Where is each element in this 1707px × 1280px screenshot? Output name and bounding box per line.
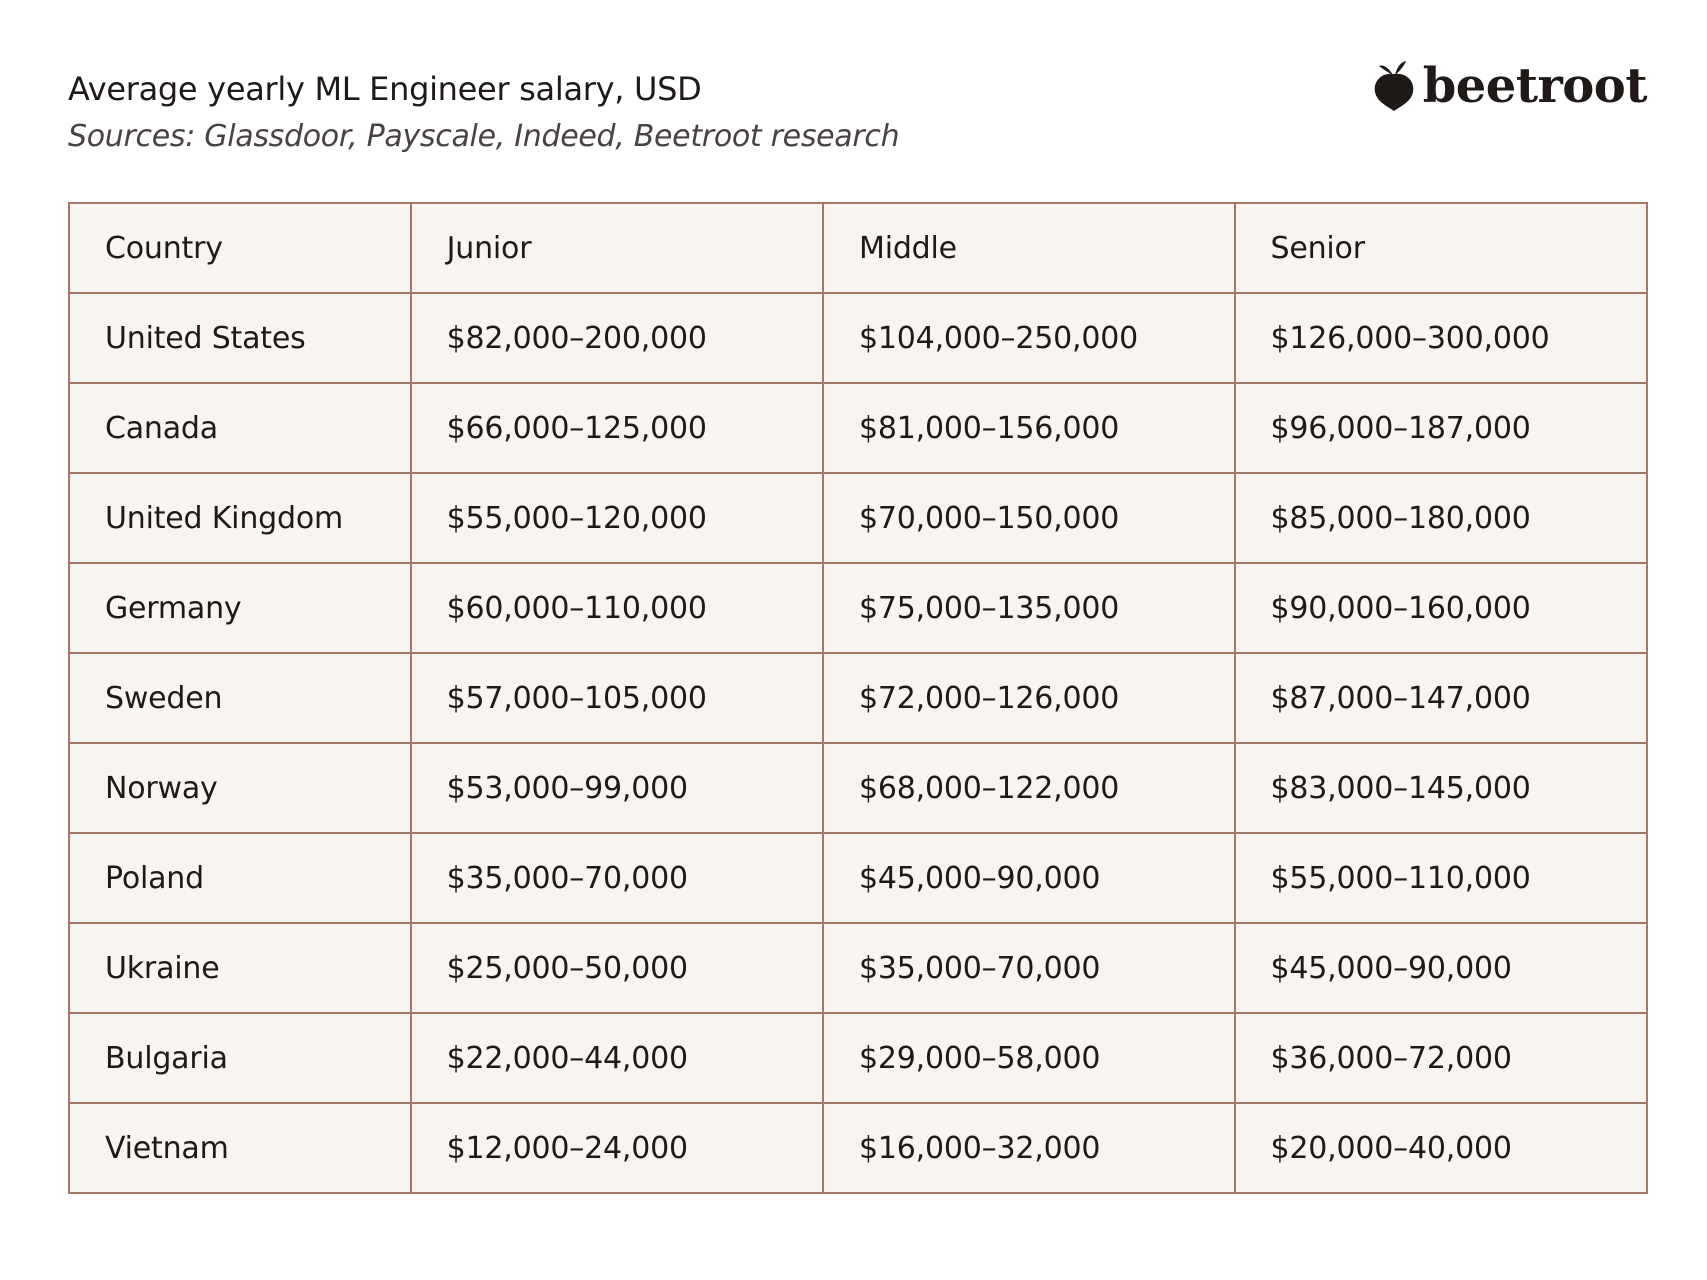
table-row: Bulgaria $22,000–44,000 $29,000–58,000 $36,…: [68, 1012, 1648, 1104]
salary-cell: $70,000–150,000: [822, 472, 1236, 564]
salary-cell: $53,000–99,000: [409, 742, 825, 834]
table-row: Ukraine $25,000–50,000 $35,000–70,000 $45,0…: [68, 922, 1648, 1014]
salary-cell: $35,000–70,000: [822, 922, 1236, 1014]
salary-cell: $72,000–126,000: [822, 652, 1236, 744]
salary-cell: $25,000–50,000: [409, 922, 825, 1014]
salary-cell: $16,000–32,000: [822, 1102, 1236, 1194]
table-row: Canada $66,000–125,000 $81,000–156,000 $96,…: [68, 382, 1648, 474]
column-header: Country: [68, 202, 412, 294]
salary-cell: $35,000–70,000: [409, 832, 825, 924]
country-cell: Vietnam: [68, 1102, 412, 1194]
country-cell: Sweden: [68, 652, 412, 744]
country-cell: Bulgaria: [68, 1012, 412, 1104]
salary-cell: $68,000–122,000: [822, 742, 1236, 834]
salary-cell: $126,000–300,000: [1233, 292, 1648, 384]
salary-cell: $22,000–44,000: [409, 1012, 825, 1104]
column-header: Junior: [409, 202, 825, 294]
salary-cell: $104,000–250,000: [822, 292, 1236, 384]
country-cell: Germany: [68, 562, 412, 654]
salary-cell: $57,000–105,000: [409, 652, 825, 744]
title: Average yearly ML Engineer salary, USD: [68, 70, 702, 108]
salary-cell: $12,000–24,000: [409, 1102, 825, 1194]
subtitle: Sources: Glassdoor, Payscale, Indeed, Be…: [68, 119, 900, 154]
column-header: Senior: [1233, 202, 1648, 294]
table-body: United States $82,000–200,000 $104,000–250…: [68, 292, 1648, 1194]
salary-cell: $29,000–58,000: [822, 1012, 1236, 1104]
logo: beetroot: [1371, 58, 1648, 114]
country-cell: United Kingdom: [68, 472, 412, 564]
salary-table: Country Junior Middle Senior United States $…: [68, 202, 1648, 1194]
country-cell: Norway: [68, 742, 412, 834]
country-cell: Ukraine: [68, 922, 412, 1014]
salary-cell: $45,000–90,000: [822, 832, 1236, 924]
salary-cell: $20,000–40,000: [1233, 1102, 1648, 1194]
column-header: Middle: [822, 202, 1236, 294]
logo-icon: [1374, 61, 1413, 111]
table-row: Germany $60,000–110,000 $75,000–135,000 $90…: [68, 562, 1648, 654]
table-row: United States $82,000–200,000 $104,000–250…: [68, 292, 1648, 384]
table-row: Vietnam $12,000–24,000 $16,000–32,000 $20,0…: [68, 1102, 1648, 1194]
header-row: Country Junior Middle Senior: [68, 202, 1648, 294]
salary-cell: $85,000–180,000: [1233, 472, 1648, 564]
country-cell: United States: [68, 292, 412, 384]
salary-cell: $75,000–135,000: [822, 562, 1236, 654]
table-row: Sweden $57,000–105,000 $72,000–126,000 $87,…: [68, 652, 1648, 744]
salary-cell: $83,000–145,000: [1233, 742, 1648, 834]
salary-cell: $36,000–72,000: [1233, 1012, 1648, 1104]
country-cell: Poland: [68, 832, 412, 924]
salary-cell: $55,000–110,000: [1233, 832, 1648, 924]
salary-cell: $87,000–147,000: [1233, 652, 1648, 744]
salary-cell: $90,000–160,000: [1233, 562, 1648, 654]
logo-text: beetroot: [1422, 58, 1648, 114]
table-row: Norway $53,000–99,000 $68,000–122,000 $83,0…: [68, 742, 1648, 834]
salary-cell: $82,000–200,000: [409, 292, 825, 384]
country-cell: Canada: [68, 382, 412, 474]
salary-cell: $66,000–125,000: [409, 382, 825, 474]
table-row: Poland $35,000–70,000 $45,000–90,000 $55,00…: [68, 832, 1648, 924]
salary-cell: $60,000–110,000: [409, 562, 825, 654]
salary-cell: $96,000–187,000: [1233, 382, 1648, 474]
salary-cell: $45,000–90,000: [1233, 922, 1648, 1014]
salary-cell: $55,000–120,000: [409, 472, 825, 564]
salary-cell: $81,000–156,000: [822, 382, 1236, 474]
table-row: United Kingdom $55,000–120,000 $70,000–150…: [68, 472, 1648, 564]
